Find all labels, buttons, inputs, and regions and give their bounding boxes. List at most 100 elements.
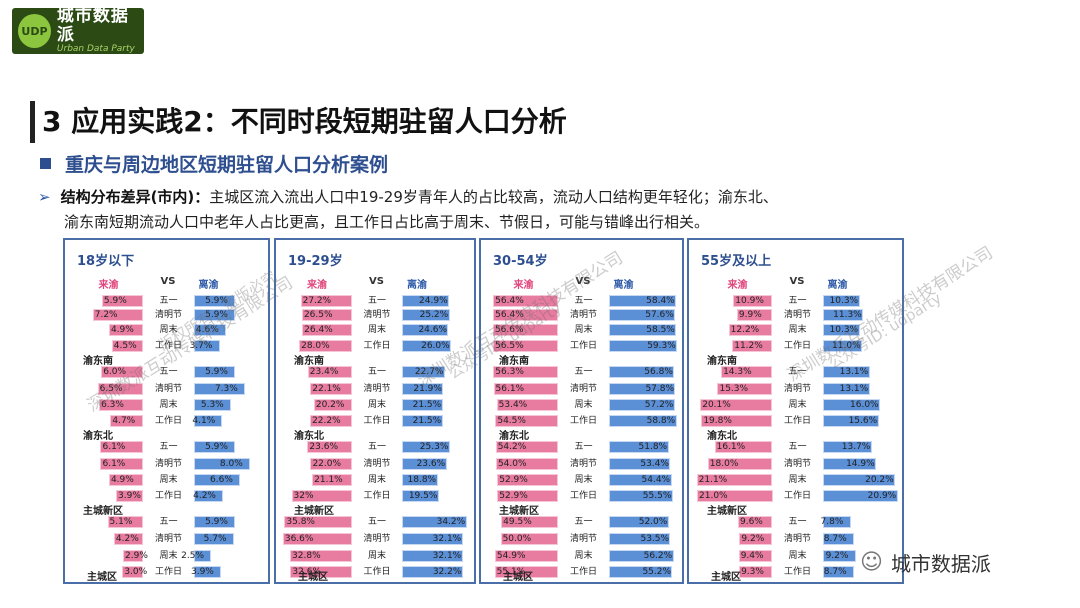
value-outgoing: 18.8% (407, 475, 437, 485)
bar-incoming (494, 550, 559, 562)
category-label: 周末 (367, 400, 386, 410)
category-label: 五一 (574, 517, 593, 527)
category-label: 工作日 (154, 567, 182, 577)
district-label: 渝东北 (499, 431, 529, 442)
value-incoming: 9.3% (741, 567, 764, 577)
value-outgoing: 8.7% (823, 567, 847, 577)
bar-incoming (291, 490, 352, 502)
category-label: 周末 (159, 400, 178, 410)
bar-incoming (738, 550, 773, 562)
bar-incoming (728, 324, 773, 336)
bar-outgoing (402, 550, 463, 562)
summary-paragraph: ➢ 结构分布差异(市内)：主城区流入流出人口中19-29岁青年人的占比较高，流动人… (38, 185, 1038, 235)
panel-title: 18岁以下 (77, 254, 135, 269)
bar-incoming (732, 340, 773, 352)
bar-incoming (313, 399, 352, 411)
value-incoming: 56.4% (495, 296, 524, 306)
value-outgoing: 55.5% (642, 491, 672, 501)
category-label: 工作日 (363, 567, 391, 577)
district-label: 主城区 (711, 572, 741, 583)
bar-outgoing (822, 566, 854, 578)
value-incoming: 18.0% (709, 459, 739, 469)
summary-line-1: 主城区流入流出人口中19-29岁青年人的占比较高，流动人口结构更年轻化；渝东北、 (209, 188, 778, 206)
category-label: 清明节 (783, 310, 811, 320)
logo-name: 城市数据派 (56, 6, 129, 46)
bar-outgoing (608, 399, 675, 411)
bar-incoming (714, 441, 773, 453)
value-outgoing: 20.9% (867, 491, 897, 501)
bar-outgoing (608, 441, 669, 453)
value-incoming: 5.9% (103, 296, 127, 306)
value-outgoing: 53.4% (640, 459, 669, 469)
bar-incoming (282, 533, 352, 545)
bar-outgoing (193, 458, 250, 470)
header-vs: VS (369, 276, 384, 287)
value-outgoing: 54.4% (641, 475, 671, 485)
value-incoming: 54.9% (496, 551, 526, 561)
category-label: 清明节 (569, 534, 597, 544)
value-outgoing: 32.2% (432, 567, 462, 577)
category-label: 工作日 (783, 567, 811, 577)
value-outgoing: 25.3% (419, 442, 449, 452)
arrow-bullet-icon: ➢ (38, 188, 51, 206)
category-label: 周末 (159, 475, 178, 485)
category-label: 五一 (788, 296, 807, 306)
category-label: 工作日 (154, 491, 182, 501)
value-incoming: 10.9% (735, 296, 764, 306)
bar-outgoing (193, 516, 236, 528)
value-incoming: 14.3% (723, 367, 752, 377)
value-outgoing: 24.6% (418, 325, 448, 335)
bar-incoming (310, 458, 352, 470)
value-incoming: 11.2% (734, 341, 763, 351)
bar-outgoing (608, 295, 677, 307)
bar-outgoing (402, 441, 450, 453)
bar-outgoing (822, 309, 864, 321)
bar-incoming (101, 295, 144, 307)
value-incoming: 53.4% (498, 400, 528, 410)
category-label: 清明节 (569, 459, 597, 469)
value-incoming: 22.0% (312, 459, 342, 469)
value-incoming: 22.1% (312, 384, 341, 394)
value-incoming: 36.6% (284, 534, 314, 544)
bar-incoming (493, 383, 559, 395)
value-outgoing: 21.5% (412, 416, 442, 426)
value-outgoing: 25.2% (419, 310, 449, 320)
value-incoming: 4.7% (112, 416, 136, 426)
category-label: 五一 (159, 517, 178, 527)
value-outgoing: 21.5% (412, 400, 442, 410)
category-label: 周末 (574, 475, 593, 485)
bar-outgoing (193, 415, 223, 427)
header-incoming: 来渝 (307, 280, 327, 291)
bar-incoming (495, 441, 559, 453)
header-outgoing: 离渝 (613, 280, 634, 291)
district-label: 主城区 (503, 572, 533, 583)
category-label: 工作日 (783, 341, 811, 351)
panel-title: 30-54岁 (493, 254, 548, 269)
bar-incoming (739, 533, 773, 545)
bar-incoming (493, 295, 559, 307)
value-outgoing: 21.9% (413, 384, 442, 394)
value-outgoing: 58.5% (646, 325, 675, 335)
bar-outgoing (402, 366, 445, 378)
category-label: 工作日 (363, 416, 391, 426)
bar-incoming (493, 309, 559, 321)
category-label: 工作日 (363, 491, 391, 501)
value-incoming: 23.4% (309, 367, 339, 377)
category-label: 五一 (159, 442, 178, 452)
value-outgoing: 4.2% (193, 491, 216, 501)
bar-outgoing (822, 474, 896, 486)
panel-title: 55岁及以上 (701, 254, 772, 269)
value-outgoing: 4.1% (192, 416, 216, 426)
bar-incoming (310, 415, 352, 427)
category-label: 清明节 (363, 384, 391, 394)
bar-outgoing (402, 458, 447, 470)
value-outgoing: 11.0% (832, 341, 861, 351)
category-label: 五一 (788, 367, 807, 377)
value-outgoing: 6.6% (210, 475, 233, 485)
bar-outgoing (193, 383, 245, 395)
value-incoming: 3.9% (118, 491, 141, 501)
bar-outgoing (822, 383, 870, 395)
category-label: 周末 (159, 325, 178, 335)
value-outgoing: 13.7% (841, 442, 871, 452)
value-incoming: 26.5% (303, 310, 333, 320)
